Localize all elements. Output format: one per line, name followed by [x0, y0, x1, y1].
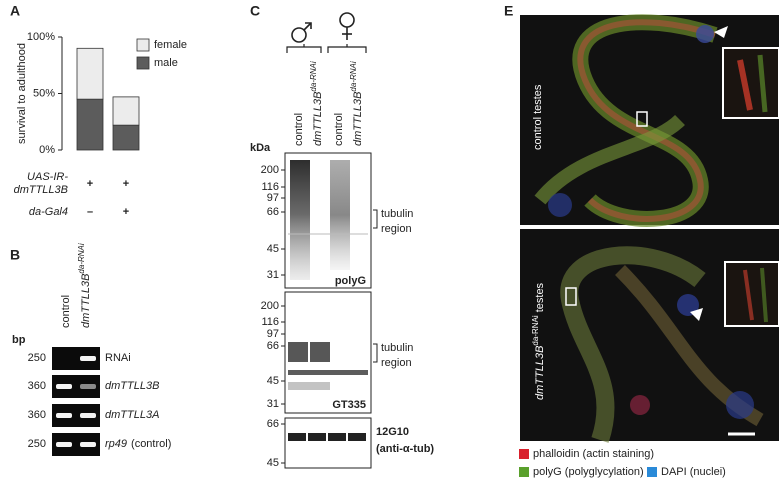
bar-segment — [112, 96, 140, 126]
mw-marker: 45 — [267, 375, 279, 387]
genotype-label: UAS-IR- — [27, 171, 68, 183]
genotype-label: dmTTLL3B — [14, 184, 68, 196]
row-name: dmTTLL3A — [105, 409, 159, 421]
legend-swatch — [647, 467, 657, 477]
y-axis-title: survival to adulthood — [16, 43, 28, 144]
mw-marker: 97 — [267, 192, 279, 204]
size-label: 250 — [28, 352, 46, 364]
mw-marker: 45 — [267, 243, 279, 255]
sex-symbols — [286, 12, 367, 53]
legend-label: DAPI (nuclei) — [661, 466, 726, 478]
image-label: dmTTLL3Bda-RNAi testes — [531, 282, 546, 400]
lane-name: dmTTLL3B — [312, 92, 324, 146]
legend-swatch — [136, 38, 150, 52]
legend-label: male — [154, 57, 178, 69]
panel-label: B — [10, 247, 20, 263]
lane-superscript: da-RNAi — [77, 243, 86, 273]
row-name: rp49 (control) — [105, 438, 171, 450]
bar-chart: 0% 50% 100%survival to adulthood male female — [16, 31, 187, 156]
y-tick-label: 0% — [39, 144, 55, 156]
antibody-label: 12G10 — [376, 426, 409, 438]
blot — [284, 291, 372, 414]
genotype-cell: + — [123, 206, 129, 218]
row-note: (control) — [131, 438, 171, 450]
panel-label: C — [250, 3, 260, 19]
antibody-label: (anti-α-tub) — [376, 443, 434, 455]
image-label: control testes — [532, 84, 544, 150]
row-name: RNAi — [105, 352, 131, 364]
size-label: 250 — [28, 438, 46, 450]
legend-label: female — [154, 39, 187, 51]
image-label-gene: dmTTLL3B — [534, 346, 546, 400]
mw-marker: 200 — [261, 164, 279, 176]
image-label-superscript: da-RNAi — [531, 315, 540, 345]
genotype-cell: + — [87, 178, 93, 190]
mw-marker: 66 — [267, 340, 279, 352]
lane-label: dmTTLL3Bda-RNAi — [349, 61, 364, 146]
bracket-label: tubulin — [381, 208, 413, 220]
unit-label: bp — [12, 334, 26, 346]
size-label: 360 — [28, 380, 46, 392]
mw-marker: 31 — [267, 269, 279, 281]
image-label-suffix: testes — [534, 282, 546, 315]
bracket-label: tubulin — [381, 342, 413, 354]
legend-label: polyG (polyglycylation) — [533, 466, 644, 478]
lane-name: control — [293, 113, 305, 146]
legend-label: phalloidin (actin staining) — [533, 448, 654, 460]
mw-marker: 116 — [261, 181, 279, 193]
mw-marker: 97 — [267, 328, 279, 340]
legend: phalloidin (actin staining) polyG (polygl… — [519, 448, 726, 478]
legend-swatch — [136, 56, 150, 70]
legend-swatch — [519, 449, 529, 459]
mw-marker: 66 — [267, 418, 279, 430]
genotype-cell: – — [87, 206, 93, 218]
micrograph — [520, 14, 779, 227]
lane-name: control — [333, 113, 345, 146]
lane-name: dmTTLL3B — [80, 274, 92, 328]
gel — [52, 347, 100, 456]
lane-superscript: da-RNAi — [309, 61, 318, 91]
genotype-cell: + — [123, 178, 129, 190]
lane-label: dmTTLL3Bda-RNAi — [77, 243, 92, 328]
lane-name: control — [60, 295, 72, 328]
lane-label: control — [60, 295, 72, 328]
genotype-label: da-Gal4 — [29, 206, 68, 218]
bracket — [373, 343, 378, 363]
mw-marker: 66 — [267, 206, 279, 218]
panel-label: A — [10, 3, 20, 19]
blot — [284, 152, 372, 289]
bracket-label: region — [381, 223, 412, 235]
row-name: dmTTLL3B — [105, 380, 159, 392]
mw-marker: 31 — [267, 398, 279, 410]
mw-marker: 200 — [261, 300, 279, 312]
blot — [284, 417, 372, 469]
lane-superscript: da-RNAi — [349, 61, 358, 91]
bar-segment — [112, 124, 140, 151]
mw-marker: 45 — [267, 457, 279, 469]
antibody-label: polyG — [335, 275, 366, 287]
antibody-label: GT335 — [332, 399, 366, 411]
lane-label: control — [293, 113, 305, 146]
gene-name: rp49 — [105, 438, 127, 450]
bracket-label: region — [381, 357, 412, 369]
panel-label: E — [504, 3, 513, 19]
y-tick-label: 50% — [33, 87, 55, 99]
bar-segment — [76, 98, 104, 151]
micrograph — [520, 229, 779, 443]
size-label: 360 — [28, 409, 46, 421]
legend-swatch — [519, 467, 529, 477]
mw-marker: 116 — [261, 316, 279, 328]
bracket — [373, 209, 378, 229]
lane-name: dmTTLL3B — [352, 92, 364, 146]
y-tick-label: 100% — [27, 31, 55, 43]
unit-label: kDa — [250, 142, 271, 154]
lane-label: control — [333, 113, 345, 146]
genotype-table: UAS-IR- dmTTLL3B + + da-Gal4 – + — [14, 171, 130, 218]
lane-label: dmTTLL3Bda-RNAi — [309, 61, 324, 146]
bar-segment — [76, 47, 104, 100]
